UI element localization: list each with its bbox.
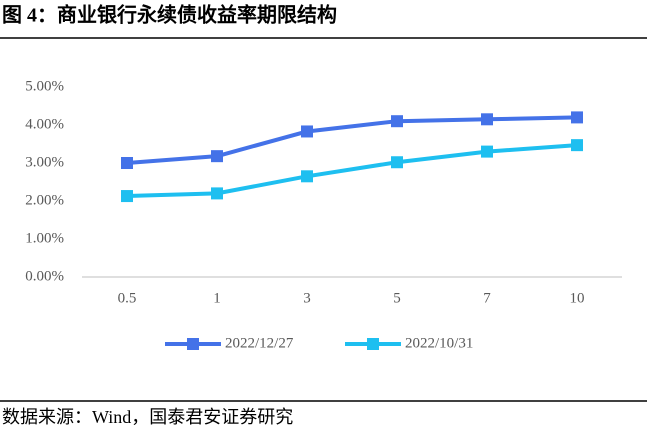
y-tick-label: 1.00% (25, 230, 64, 246)
legend-marker (187, 338, 199, 350)
y-tick-label: 0.00% (25, 268, 64, 284)
y-tick-label: 5.00% (25, 78, 64, 94)
y-tick-label: 2.00% (25, 192, 64, 208)
point-marker (391, 156, 403, 169)
point-marker (571, 139, 583, 152)
point-marker (481, 145, 493, 158)
series-line (126, 143, 578, 199)
legend-label: 2022/10/31 (405, 335, 473, 351)
point-marker (121, 190, 133, 203)
point-marker (211, 187, 223, 200)
point-marker (571, 111, 583, 124)
legend-marker (367, 338, 379, 350)
series-line (126, 115, 578, 165)
point-marker (121, 157, 133, 169)
point-marker (391, 115, 403, 128)
point-marker (211, 150, 223, 163)
legend-label: 2022/12/27 (225, 335, 294, 351)
x-tick-label: 10 (570, 290, 585, 306)
x-tick-label: 5 (393, 290, 401, 306)
point-marker (301, 125, 313, 138)
point-marker (301, 170, 313, 183)
source-note: 数据来源：Wind，国泰君安证券研究 (2, 407, 293, 427)
y-tick-label: 3.00% (25, 154, 64, 170)
y-tick-label: 4.00% (25, 116, 64, 132)
x-tick-label: 0.5 (118, 290, 137, 306)
x-tick-label: 3 (303, 290, 311, 306)
chart-title: 图 4：商业银行永续债收益率期限结构 (2, 3, 337, 27)
x-tick-label: 1 (213, 290, 221, 306)
point-marker (481, 113, 493, 126)
x-tick-label: 7 (483, 290, 491, 306)
